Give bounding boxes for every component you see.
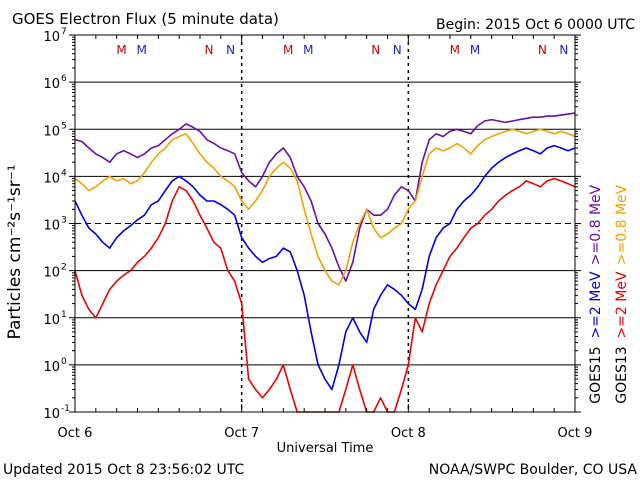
begin-label: Begin: 2015 Oct 6 0000 UTC xyxy=(436,17,635,33)
x-tick-label: Oct 8 xyxy=(391,426,426,441)
series-line xyxy=(74,177,576,413)
legend-entry: >=2 MeV xyxy=(614,271,630,339)
updated-label: Updated 2015 Oct 8 23:56:02 UTC xyxy=(3,462,244,478)
y-tick-label: 10 xyxy=(43,360,60,375)
satellite-marker: M xyxy=(450,43,460,57)
satellite-marker: M xyxy=(303,43,313,57)
satellite-marker: N xyxy=(371,43,380,57)
x-axis-label: Universal Time xyxy=(277,441,374,456)
x-tick-label: Oct 9 xyxy=(558,426,593,441)
y-tick-label: 10 xyxy=(43,124,60,139)
y-tick-exponent: 3 xyxy=(61,216,67,226)
series-line xyxy=(74,144,576,391)
x-tick-label: Oct 7 xyxy=(224,426,259,441)
series-line xyxy=(74,128,576,286)
y-tick-exponent: 5 xyxy=(61,121,67,131)
source-label: NOAA/SWPC Boulder, CO USA xyxy=(429,462,638,478)
series-layer xyxy=(74,112,576,413)
y-tick-exponent: 6 xyxy=(61,74,67,84)
y-axis-label: Particles cm⁻²s⁻¹sr⁻¹ xyxy=(5,164,25,339)
satellite-marker: M xyxy=(470,43,480,57)
satellite-marker: M xyxy=(116,43,126,57)
y-tick-label: 10 xyxy=(43,77,60,92)
series-line xyxy=(74,112,576,282)
y-tick-label: 10 xyxy=(43,313,60,328)
legend-entry: >=0.8 MeV xyxy=(588,184,604,265)
y-tick-exponent: 2 xyxy=(61,263,67,273)
satellite-marker: N xyxy=(559,43,568,57)
legend-entry: >=0.8 MeV xyxy=(614,184,630,265)
satellite-marker: M xyxy=(136,43,146,57)
legend-entry: >=2 MeV xyxy=(588,271,604,339)
y-tick-label: 10 xyxy=(43,219,60,234)
y-tick-label: 10 xyxy=(43,30,60,45)
chart-title: GOES Electron Flux (5 minute data) xyxy=(12,10,279,28)
legend: >=0.8 MeV >=0.8 MeV >=2 MeV >=2 MeV GOES15 GO… xyxy=(588,184,630,403)
grid xyxy=(75,35,575,412)
x-tick-label: Oct 6 xyxy=(58,426,93,441)
satellite-marker: N xyxy=(205,43,214,57)
satellite-marker: N xyxy=(538,43,547,57)
y-tick-label: 10 xyxy=(43,171,60,186)
satellite-marker: N xyxy=(393,43,402,57)
y-tick-exponent: 4 xyxy=(61,168,67,178)
y-tick-exponent: -1 xyxy=(61,404,70,414)
legend-entry: GOES13 xyxy=(614,346,630,403)
y-tick-label: 10 xyxy=(43,266,60,281)
y-tick-exponent: 0 xyxy=(61,357,67,367)
legend-entry: GOES15 xyxy=(588,346,604,403)
y-tick-label: 10 xyxy=(43,407,60,422)
satellite-marker: M xyxy=(283,43,293,57)
y-tick-exponent: 1 xyxy=(61,310,67,320)
satellite-marker: N xyxy=(226,43,235,57)
y-tick-exponent: 7 xyxy=(61,27,67,37)
